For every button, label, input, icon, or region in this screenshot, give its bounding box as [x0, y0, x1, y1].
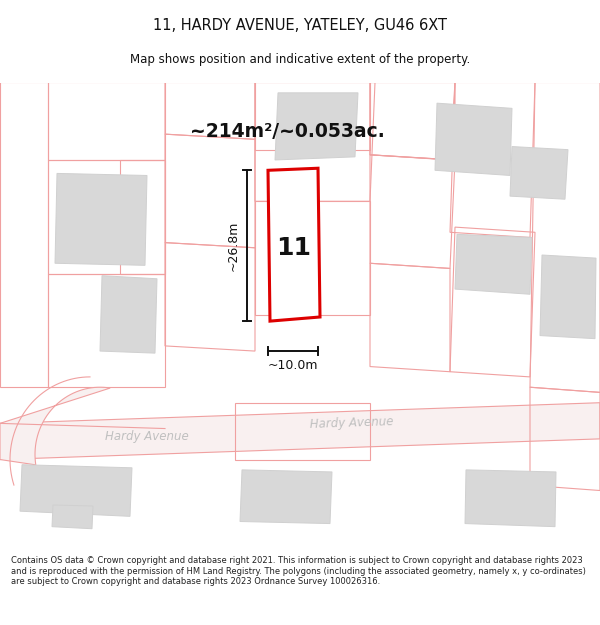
Polygon shape [100, 276, 157, 353]
Polygon shape [0, 402, 600, 459]
Polygon shape [540, 255, 596, 339]
Text: ~214m²/~0.053ac.: ~214m²/~0.053ac. [190, 121, 385, 141]
Polygon shape [55, 173, 147, 266]
Text: Hardy Avenue: Hardy Avenue [105, 430, 189, 443]
Polygon shape [20, 465, 132, 516]
Text: Hardy Avenue: Hardy Avenue [310, 416, 394, 431]
Text: Contains OS data © Crown copyright and database right 2021. This information is : Contains OS data © Crown copyright and d… [11, 556, 586, 586]
Text: ~26.8m: ~26.8m [227, 221, 239, 271]
Polygon shape [0, 388, 110, 465]
Text: ~10.0m: ~10.0m [268, 359, 318, 372]
Polygon shape [465, 470, 556, 527]
Text: 11: 11 [277, 236, 311, 260]
Polygon shape [455, 234, 532, 294]
Text: 11, HARDY AVENUE, YATELEY, GU46 6XT: 11, HARDY AVENUE, YATELEY, GU46 6XT [153, 18, 447, 33]
Polygon shape [268, 168, 320, 321]
Text: Map shows position and indicative extent of the property.: Map shows position and indicative extent… [130, 52, 470, 66]
Polygon shape [510, 146, 568, 199]
Polygon shape [275, 93, 358, 160]
Polygon shape [240, 470, 332, 524]
Polygon shape [52, 505, 93, 529]
Polygon shape [435, 103, 512, 176]
